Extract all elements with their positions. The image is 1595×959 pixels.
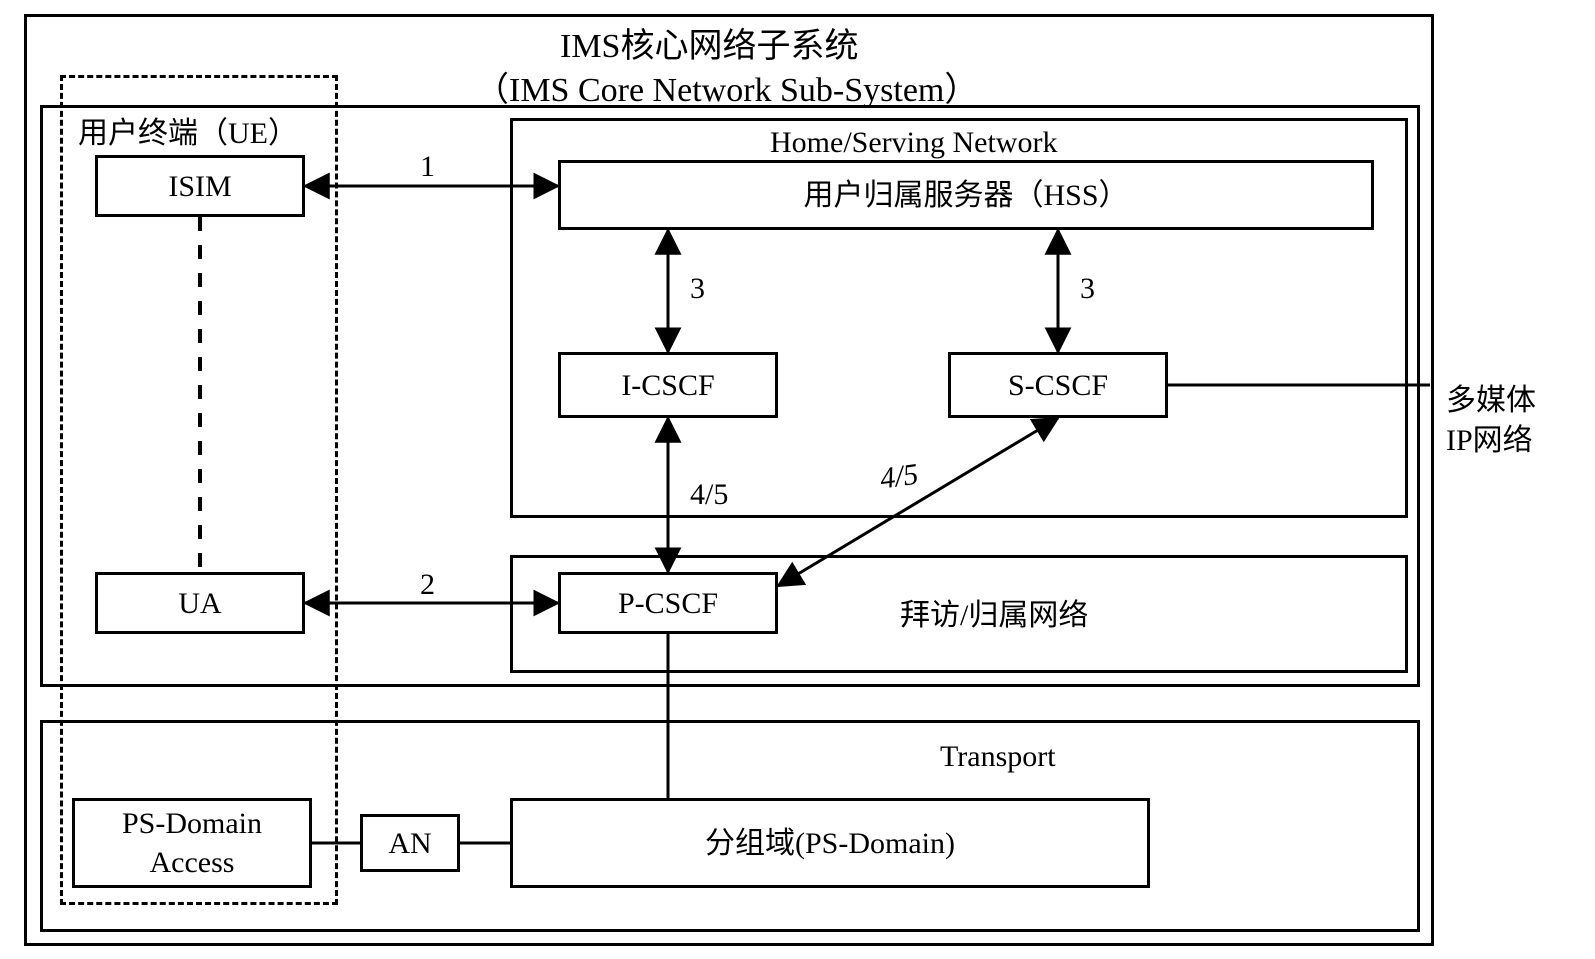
transport-title: Transport xyxy=(940,740,1056,774)
node-ua-label: UA xyxy=(178,584,221,623)
node-ps-domain-label: 分组域(PS-Domain) xyxy=(705,824,955,863)
side-label-2: IP网络 xyxy=(1446,415,1533,459)
node-icscf-label: I-CSCF xyxy=(621,366,714,405)
node-an: AN xyxy=(360,814,460,872)
node-hss: 用户归属服务器（HSS） xyxy=(558,160,1374,230)
node-hss-label: 用户归属服务器（HSS） xyxy=(803,176,1128,215)
node-ua: UA xyxy=(95,572,305,634)
node-isim: ISIM xyxy=(95,155,305,217)
node-isim-label: ISIM xyxy=(168,167,231,206)
visited-home-title: 拜访/归属网络 xyxy=(900,590,1088,634)
edge-3a-label: 3 xyxy=(690,272,705,306)
node-ps-access-label: PS-Domain Access xyxy=(122,804,262,882)
node-pcscf-label: P-CSCF xyxy=(618,584,718,623)
node-an-label: AN xyxy=(388,824,431,863)
ims-title-line2: （IMS Core Network Sub-System） xyxy=(475,62,978,111)
edge-3b-label: 3 xyxy=(1080,272,1095,306)
edge-45b-label: 4/5 xyxy=(878,457,921,496)
node-ps-domain: 分组域(PS-Domain) xyxy=(510,798,1150,888)
diagram-canvas: IMS核心网络子系统 （IMS Core Network Sub-System）… xyxy=(0,0,1595,959)
home-serving-title: Home/Serving Network xyxy=(770,126,1057,160)
edge-45a-label: 4/5 xyxy=(690,478,728,512)
node-ps-access: PS-Domain Access xyxy=(72,798,312,888)
ue-title: 用户终端（UE） xyxy=(78,108,298,152)
node-icscf: I-CSCF xyxy=(558,352,778,418)
edge-1-label: 1 xyxy=(420,150,435,184)
node-scscf: S-CSCF xyxy=(948,352,1168,418)
node-pcscf: P-CSCF xyxy=(558,572,778,634)
side-label-1: 多媒体 xyxy=(1446,375,1536,419)
edge-2-label: 2 xyxy=(420,568,435,602)
ims-title-line1: IMS核心网络子系统 xyxy=(560,18,858,67)
node-scscf-label: S-CSCF xyxy=(1008,366,1108,405)
